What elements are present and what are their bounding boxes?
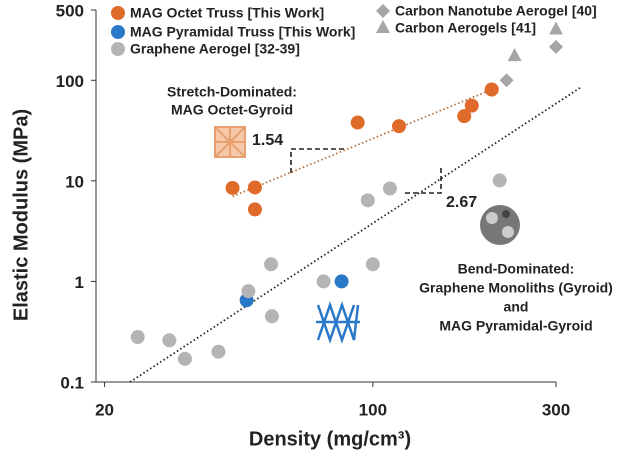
- point: [225, 180, 240, 195]
- x-tick-label: 20: [95, 400, 114, 419]
- annotation: 1.54: [252, 132, 283, 149]
- point: [457, 109, 472, 124]
- legend-label: Carbon Aerogels [41]: [395, 20, 536, 36]
- point: [507, 48, 522, 62]
- point: [484, 82, 499, 97]
- y-tick-label: 100: [56, 72, 84, 91]
- point: [360, 193, 375, 208]
- legend-label: Graphene Aerogel [32-39]: [130, 41, 300, 57]
- y-tick-label: 10: [65, 172, 84, 191]
- legend-marker: [111, 6, 125, 20]
- point: [316, 274, 331, 289]
- legend-label: MAG Octet Truss [This Work]: [130, 5, 324, 21]
- slope-triangle: [405, 166, 442, 194]
- point: [350, 115, 365, 130]
- point: [211, 344, 226, 359]
- gyroid-icon: [480, 205, 520, 245]
- annotation: MAG Pyramidal-Gyroid: [439, 318, 592, 334]
- legend-marker: [111, 42, 125, 56]
- legend-marker: [376, 20, 390, 33]
- pyramidal-icon: [316, 301, 360, 344]
- trend-line: [129, 86, 582, 383]
- y-axis-title: Elastic Modulus (MPa): [10, 109, 32, 321]
- point: [382, 181, 397, 196]
- point: [549, 39, 563, 54]
- point: [499, 73, 514, 88]
- point: [392, 119, 407, 134]
- octet-icon: [214, 126, 246, 158]
- legend-marker: [111, 25, 125, 39]
- legend-marker: [376, 4, 390, 18]
- point: [177, 351, 192, 366]
- annotation: Stretch-Dominated:: [167, 84, 297, 100]
- point: [247, 202, 262, 217]
- point: [130, 330, 145, 345]
- annotation: and: [504, 299, 529, 315]
- point: [247, 180, 262, 195]
- annotation: Graphene Monoliths (Gyroid): [419, 280, 613, 296]
- point: [492, 173, 507, 188]
- point: [162, 333, 177, 348]
- point: [241, 284, 256, 299]
- point: [464, 98, 479, 113]
- annotation: 2.67: [446, 194, 477, 211]
- x-tick-label: 300: [542, 400, 570, 419]
- point: [264, 309, 279, 324]
- point: [334, 274, 349, 289]
- y-tick-label: 1: [75, 273, 84, 292]
- trend-line: [232, 88, 493, 198]
- annotation: Bend-Dominated:: [458, 261, 575, 277]
- legend-label: Carbon Nanotube Aerogel [40]: [395, 3, 597, 19]
- point: [549, 21, 563, 35]
- y-tick-label: 0.1: [60, 373, 84, 392]
- y-tick-label: 500: [56, 1, 84, 20]
- slope-triangle: [290, 148, 345, 173]
- point: [264, 257, 279, 272]
- x-tick-label: 100: [359, 400, 387, 419]
- legend-label: MAG Pyramidal Truss [This Work]: [130, 24, 355, 40]
- x-axis-title: Density (mg/cm³): [249, 428, 411, 450]
- annotation: MAG Octet-Gyroid: [171, 102, 293, 118]
- point: [365, 257, 380, 272]
